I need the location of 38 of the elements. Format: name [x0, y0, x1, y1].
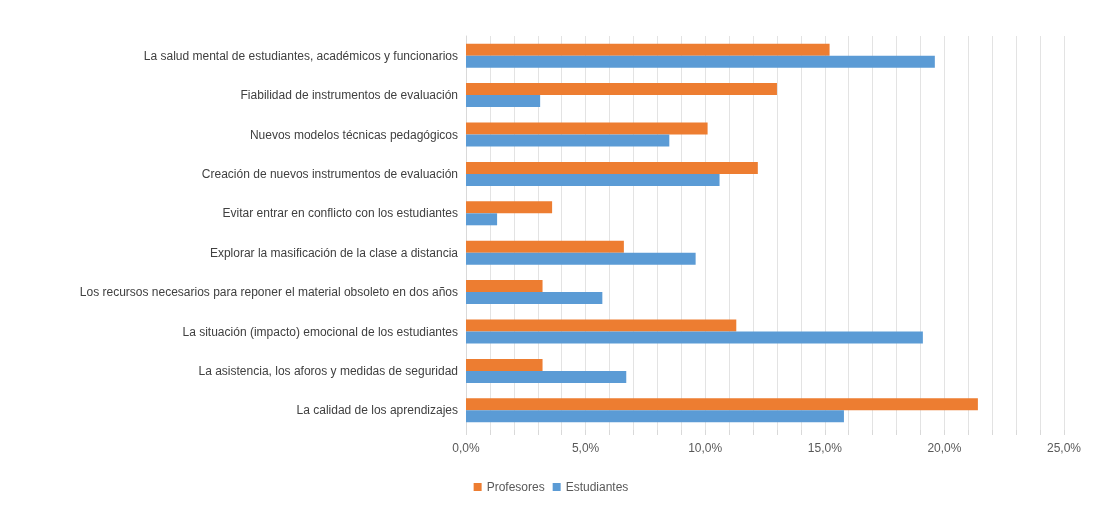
bar — [466, 122, 708, 135]
bar — [466, 213, 498, 226]
x-tick-label: 5,0% — [571, 441, 600, 455]
legend-label: Profesores — [486, 480, 545, 494]
y-tick-label: La calidad de los aprendizajes — [296, 403, 458, 418]
y-tick-label: Fiabilidad de instrumentos de evaluación — [240, 88, 458, 103]
bar — [466, 240, 624, 253]
x-tick-label: 25,0% — [1046, 441, 1082, 455]
bar — [466, 358, 543, 371]
y-tick-label: Evitar entrar en conflicto con los estudiantes — [222, 206, 458, 221]
bar — [466, 410, 844, 423]
bar — [466, 173, 720, 186]
y-tick-label: La asistencia, los aforos y medidas de seguridad — [198, 363, 458, 378]
legend-label: Estudiantes — [565, 480, 629, 494]
x-tick-label: 10,0% — [688, 441, 723, 455]
bar — [466, 370, 627, 383]
bar — [466, 95, 541, 108]
y-tick-label: La situación (impacto) emocional de los estudiantes — [182, 324, 458, 339]
bar — [466, 201, 553, 214]
bar — [466, 43, 830, 56]
bar — [466, 398, 978, 411]
bar — [466, 161, 758, 174]
x-tick-label: 20,0% — [927, 441, 962, 455]
bar — [466, 134, 670, 147]
bar — [466, 280, 543, 293]
bar — [466, 252, 696, 265]
bar — [466, 331, 923, 344]
y-tick-label: La salud mental de estudiantes, académicos y funcionarios — [143, 48, 458, 63]
bar — [466, 83, 777, 96]
x-tick-label: 0,0% — [452, 441, 480, 455]
y-tick-label: Los recursos necesarios para reponer el material obsoleto en dos años — [79, 285, 458, 300]
y-tick-label: Nuevos modelos técnicas pedagógicos — [249, 127, 458, 142]
bar — [466, 292, 603, 305]
y-tick-label: Creación de nuevos instrumentos de evaluación — [201, 166, 458, 181]
bar — [466, 319, 737, 332]
x-tick-label: 15,0% — [807, 441, 843, 455]
y-tick-label: Explorar la masificación de la clase a distancia — [209, 245, 459, 260]
bar — [466, 55, 935, 68]
